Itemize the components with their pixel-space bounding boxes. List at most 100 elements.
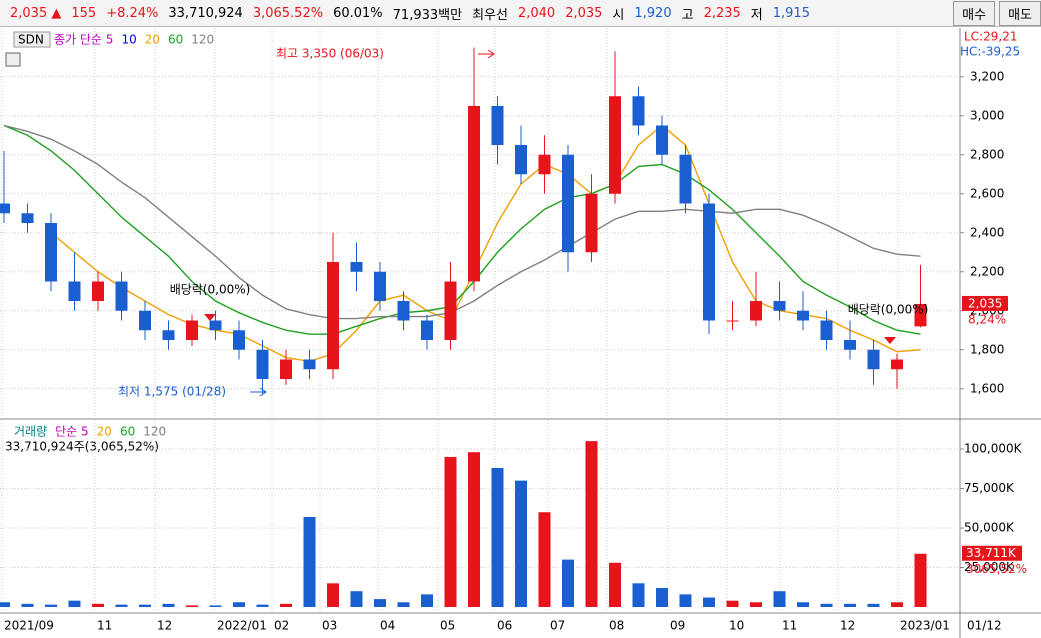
volume-bar bbox=[209, 605, 222, 607]
hc: HC:-39,25 bbox=[960, 45, 1020, 59]
candle-body bbox=[515, 145, 527, 175]
legend-label: 120 bbox=[191, 33, 214, 47]
dividend-marker bbox=[204, 314, 216, 321]
candle-body bbox=[68, 281, 81, 301]
toolbar-field: 3,065.52% bbox=[252, 5, 324, 21]
toolbar-field: 최우선 bbox=[472, 7, 508, 23]
volume-bar bbox=[820, 603, 833, 607]
volume-bar bbox=[0, 602, 10, 607]
annotation: 최저 1,575 (01/28) bbox=[118, 385, 226, 399]
candle-body bbox=[656, 125, 668, 155]
annotation: 배당락(0,00%) bbox=[170, 283, 251, 297]
volume-bar bbox=[397, 602, 410, 607]
candle-body bbox=[632, 96, 645, 126]
toolbar: 2,035 ▲ 155 +8.24% 33,710,924 3,065.52% 60.01… bbox=[0, 0, 1041, 27]
toolbar-field: 2,235 bbox=[703, 5, 741, 21]
toolbar-field: 시 bbox=[612, 7, 625, 23]
x-tick-label: 06 bbox=[497, 619, 512, 633]
legend-label: 종가 단순 5 bbox=[54, 33, 113, 47]
volume-bar bbox=[327, 583, 339, 607]
toolbar-field: 1,915 bbox=[772, 5, 810, 21]
candle-body bbox=[45, 223, 57, 282]
candle-body bbox=[303, 359, 316, 370]
candle-body bbox=[820, 320, 833, 340]
last-volume-box bbox=[962, 545, 1022, 561]
y-tick-label: 25,000K bbox=[964, 560, 1015, 574]
candle-body bbox=[609, 96, 621, 194]
x-tick-label: 03 bbox=[322, 619, 337, 633]
legend-label: 단순 5 bbox=[55, 425, 89, 439]
candle-body bbox=[797, 310, 809, 321]
candle-body bbox=[726, 320, 739, 322]
trade-button[interactable]: 매수 bbox=[953, 0, 996, 26]
trade-button[interactable]: 매도 bbox=[999, 0, 1041, 26]
moving-average bbox=[3, 124, 921, 320]
x-tick-label: 05 bbox=[440, 619, 455, 633]
x-tick-label: 2023/01 bbox=[900, 619, 950, 633]
y-tick-label: 3,000 bbox=[970, 108, 1004, 122]
last-price-box bbox=[962, 295, 1008, 311]
dividend-marker bbox=[884, 337, 896, 344]
volume-bar bbox=[515, 480, 527, 607]
volume-bar bbox=[280, 603, 292, 607]
x-tick-label: 2022/01 bbox=[217, 619, 267, 633]
candle-body bbox=[773, 301, 786, 311]
toolbar-field: +8.24% bbox=[106, 5, 159, 21]
volume-bar bbox=[115, 604, 128, 607]
candle-body bbox=[92, 281, 104, 301]
y-tick-label: 2,600 bbox=[970, 186, 1004, 200]
x-tick-label: 02 bbox=[274, 619, 289, 633]
candle-body bbox=[914, 303, 927, 327]
volume-bar bbox=[679, 594, 692, 607]
x-tick-label: 10 bbox=[729, 619, 744, 633]
table-icon[interactable] bbox=[5, 52, 21, 67]
candle-body bbox=[703, 203, 715, 321]
x-tick-label: 2021/09 bbox=[4, 619, 54, 633]
annotation-arrow bbox=[478, 49, 495, 59]
candle-body bbox=[562, 154, 574, 253]
candle-body bbox=[468, 106, 480, 282]
legend-label: 거래량 bbox=[14, 425, 47, 439]
candle-body bbox=[421, 320, 433, 340]
volume-bar bbox=[632, 583, 645, 607]
candle-body bbox=[679, 154, 692, 204]
y-tick-label: 1,600 bbox=[970, 381, 1004, 395]
volume-bar bbox=[750, 602, 762, 607]
volume-bar bbox=[914, 553, 927, 607]
x-tick-label: 12 bbox=[157, 619, 172, 633]
toolbar-field: 60.01% bbox=[333, 5, 383, 21]
last-price: 2,035 bbox=[968, 296, 1002, 310]
candle-body bbox=[750, 301, 762, 321]
volume-bar bbox=[468, 452, 480, 607]
volume-bar bbox=[444, 456, 457, 607]
legend-label: 10 bbox=[121, 33, 136, 47]
legend-label: 20 bbox=[97, 425, 112, 439]
candle-body bbox=[350, 262, 363, 272]
candle-body bbox=[538, 154, 551, 175]
volume-bar bbox=[374, 599, 386, 607]
volume-bar bbox=[350, 591, 363, 607]
toolbar-field: 고 bbox=[681, 7, 694, 23]
x-tick-label: 04 bbox=[380, 619, 395, 633]
candle-body bbox=[139, 310, 151, 331]
candle-body bbox=[585, 193, 598, 253]
candle-body bbox=[21, 213, 34, 223]
volume-bar bbox=[844, 603, 856, 607]
candle-body bbox=[444, 281, 457, 340]
legend-label: 60 bbox=[120, 425, 135, 439]
y-tick-label: 2,400 bbox=[970, 225, 1004, 239]
toolbar-field: 2,035 ▲ bbox=[10, 5, 62, 21]
candle-body bbox=[209, 320, 222, 331]
x-tick-label: 07 bbox=[550, 619, 565, 633]
toolbar-field: 2,040 bbox=[517, 5, 556, 21]
volume-bar bbox=[562, 559, 574, 607]
last-ratio: 3065,52% bbox=[966, 562, 1027, 576]
volume-bar bbox=[421, 594, 433, 607]
volume-bar bbox=[891, 602, 903, 607]
volume-bar bbox=[303, 516, 316, 607]
toolbar-field: 71,933백만 bbox=[392, 7, 463, 23]
x-tick-label: 09 bbox=[670, 619, 685, 633]
y-tick-label: 1,800 bbox=[970, 342, 1004, 356]
volume-bar bbox=[68, 600, 81, 607]
